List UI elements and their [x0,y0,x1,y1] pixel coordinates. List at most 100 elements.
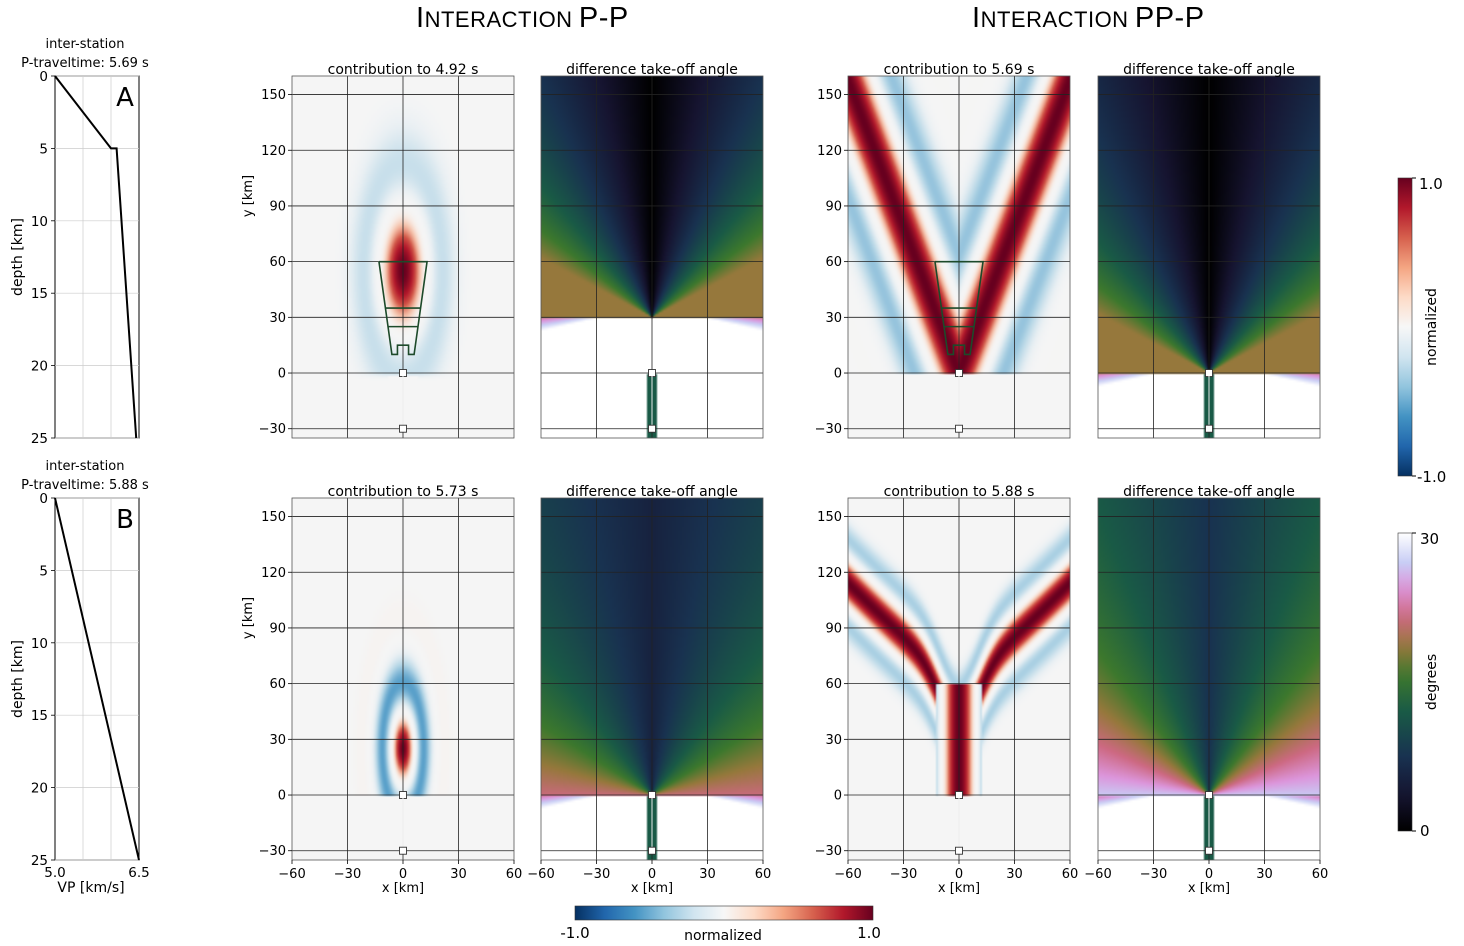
y-tick-label: 5 [39,141,48,157]
panel-title: difference take-off angle [1123,484,1295,500]
panel-frame [540,75,764,439]
colorbar-horizontal-bar [574,905,874,921]
station-marker [955,424,963,433]
colorbar-label: normalized [684,928,762,944]
profile-title: inter-station [46,459,125,474]
target-region-outline [378,260,428,356]
panel-frame [1097,75,1321,439]
y-tick-label: 60 [269,255,286,270]
y-tick-label: 0 [39,69,48,85]
y-tick-label: 0 [278,367,286,382]
y-tick-label: −30 [815,422,842,437]
y-axis-label: y [km] [241,597,256,639]
y-tick-label: −30 [815,844,842,859]
colorbar-max-label: 1.0 [1419,175,1443,193]
station-marker [955,846,963,855]
colorbar-max-label: 30 [1420,530,1439,548]
velocity-line [54,75,138,439]
y-tick-label: 120 [261,144,286,159]
colorbar-label: degrees [1424,654,1440,710]
y-tick-label: 150 [261,88,286,103]
x-tick-label: 30 [450,867,467,882]
panel-frame [847,75,1071,439]
heatmap-panel-2 [540,75,764,439]
colorbar-normalized-bar [1397,177,1413,477]
y-tick-label: 0 [834,789,842,804]
colorbar-max-label: 1.0 [857,924,881,942]
x-tick-label: 0 [955,867,963,882]
x-tick-label: 0 [1205,867,1213,882]
x-tick-label: −60 [834,867,861,882]
panel-title: contribution to 5.73 s [328,484,479,500]
y-tick-label: 30 [825,311,842,326]
panel-letter: A [116,83,134,113]
heatmap-panel-5 [288,497,515,864]
station-marker [648,424,656,433]
y-tick-label: 60 [269,677,286,692]
y-tick-label: 30 [269,311,286,326]
y-tick-label: 150 [817,88,842,103]
y-tick-label: 10 [31,636,48,652]
colorbar-normalized-horizontal [574,905,874,921]
panel-title: difference take-off angle [1123,62,1295,78]
velocity-profile-panel-2 [51,497,140,861]
x-axis-label: x [km] [1188,881,1230,896]
y-tick-label: 15 [31,286,48,302]
section-title-ppp: INTERACTION PP-P [972,2,1205,34]
y-tick-label: 30 [269,733,286,748]
colorbar-normalized [1397,177,1416,477]
profile-title: inter-station [46,37,125,52]
panel-title: contribution to 5.88 s [884,484,1035,500]
y-tick-label: 120 [817,144,842,159]
y-tick-label: 90 [269,621,286,636]
x-tick-label: −60 [278,867,305,882]
x-tick-label: −30 [1140,867,1167,882]
x-axis-label: x [km] [631,881,673,896]
x-tick-label: −30 [583,867,610,882]
panel-title: difference take-off angle [566,484,738,500]
x-tick-label: 60 [1062,867,1079,882]
y-axis-label: depth [km] [10,640,26,718]
y-tick-label: 30 [825,733,842,748]
colorbar-min-label: -1.0 [1417,468,1446,486]
profile-title: P-traveltime: 5.69 s [21,56,149,71]
section-title-pp: INTERACTION P-P [416,2,629,34]
colorbar-degrees-bar [1397,532,1413,832]
y-tick-label: 150 [817,510,842,525]
y-tick-label: −30 [259,422,286,437]
heatmap-panel-3 [844,75,1071,439]
velocity-profile-panel-1 [51,75,140,439]
heatmap-panel-6 [540,497,764,864]
colorbar-degrees [1397,532,1416,832]
y-tick-label: 120 [817,566,842,581]
panel-letter: B [116,505,134,535]
y-tick-label: 60 [825,255,842,270]
station-marker [1205,424,1213,433]
x-tick-label: 60 [755,867,772,882]
heatmap-panel-8 [1097,497,1321,864]
y-axis-label: depth [km] [10,218,26,296]
x-tick-label: 6.5 [128,865,149,881]
panel-title: contribution to 4.92 s [328,62,479,78]
colorbar-min-label: 0 [1420,822,1430,840]
x-tick-label: −60 [1084,867,1111,882]
station-marker [399,846,407,855]
x-tick-label: −30 [890,867,917,882]
profile-frame [54,75,140,439]
x-axis-label: VP [km/s] [57,880,124,896]
y-tick-label: 20 [31,359,48,375]
station-marker [648,846,656,855]
panel-frame [291,75,515,439]
x-tick-label: 30 [699,867,716,882]
x-tick-label: 0 [399,867,407,882]
panel-title: difference take-off angle [566,62,738,78]
colorbar-min-label: -1.0 [560,924,589,942]
station-marker [1205,846,1213,855]
y-tick-label: 90 [825,199,842,214]
x-tick-label: 60 [1312,867,1329,882]
profile-title: P-traveltime: 5.88 s [21,478,149,493]
y-tick-label: 60 [825,677,842,692]
y-tick-label: 150 [261,510,286,525]
y-tick-label: 120 [261,566,286,581]
